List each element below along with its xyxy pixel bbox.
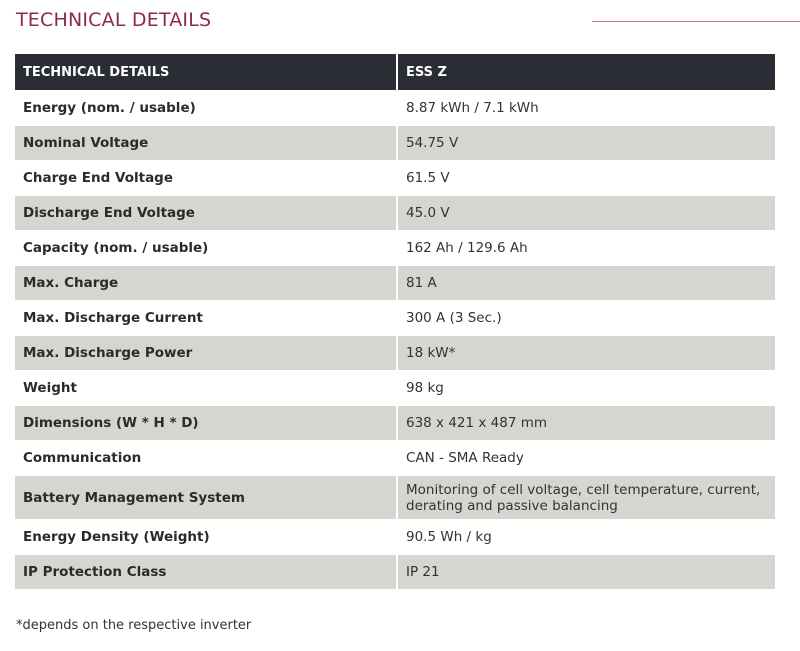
row-value: 81 A: [396, 265, 775, 300]
page-title: TECHNICAL DETAILS: [16, 9, 212, 31]
row-value: 61.5 V: [396, 160, 775, 195]
table-row: Dimensions (W * H * D) 638 x 421 x 487 m…: [15, 405, 775, 440]
row-value: 54.75 V: [396, 125, 775, 160]
row-label: Energy (nom. / usable): [15, 90, 396, 125]
table-row: Max. Discharge Power 18 kW*: [15, 335, 775, 370]
column-header-product: ESS Z: [396, 54, 775, 90]
row-value: 638 x 421 x 487 mm: [396, 405, 775, 440]
row-value: 8.87 kWh / 7.1 kWh: [396, 90, 775, 125]
title-divider: [592, 21, 800, 22]
row-label: Max. Discharge Power: [15, 335, 396, 370]
column-header-technical-details: TECHNICAL DETAILS: [15, 54, 396, 90]
row-label: Nominal Voltage: [15, 125, 396, 160]
table-row: Energy Density (Weight) 90.5 Wh / kg: [15, 519, 775, 554]
table-row: Discharge End Voltage 45.0 V: [15, 195, 775, 230]
row-value: 98 kg: [396, 370, 775, 405]
table-row: Max. Charge 81 A: [15, 265, 775, 300]
table-row: Capacity (nom. / usable) 162 Ah / 129.6 …: [15, 230, 775, 265]
row-label: Weight: [15, 370, 396, 405]
row-label: Energy Density (Weight): [15, 519, 396, 554]
row-label: Battery Management System: [15, 475, 396, 519]
row-label: Communication: [15, 440, 396, 475]
row-label: Discharge End Voltage: [15, 195, 396, 230]
table-header-row: TECHNICAL DETAILS ESS Z: [15, 54, 775, 90]
row-value: 45.0 V: [396, 195, 775, 230]
row-value: 18 kW*: [396, 335, 775, 370]
table-row: Charge End Voltage 61.5 V: [15, 160, 775, 195]
row-label: Dimensions (W * H * D): [15, 405, 396, 440]
table-row: Communication CAN - SMA Ready: [15, 440, 775, 475]
row-label: Max. Discharge Current: [15, 300, 396, 335]
table-row: Energy (nom. / usable) 8.87 kWh / 7.1 kW…: [15, 90, 775, 125]
row-value: IP 21: [396, 554, 775, 589]
technical-details-table: TECHNICAL DETAILS ESS Z Energy (nom. / u…: [15, 54, 775, 589]
table-row: Weight 98 kg: [15, 370, 775, 405]
table-row: Max. Discharge Current 300 A (3 Sec.): [15, 300, 775, 335]
table-row: Battery Management System Monitoring of …: [15, 475, 775, 519]
footnote: *depends on the respective inverter: [16, 618, 252, 633]
row-label: Max. Charge: [15, 265, 396, 300]
table-row: IP Protection Class IP 21: [15, 554, 775, 589]
row-value: 162 Ah / 129.6 Ah: [396, 230, 775, 265]
row-label: Capacity (nom. / usable): [15, 230, 396, 265]
table-row: Nominal Voltage 54.75 V: [15, 125, 775, 160]
row-value: CAN - SMA Ready: [396, 440, 775, 475]
row-value: Monitoring of cell voltage, cell tempera…: [396, 475, 775, 519]
row-label: IP Protection Class: [15, 554, 396, 589]
row-value: 90.5 Wh / kg: [396, 519, 775, 554]
row-value: 300 A (3 Sec.): [396, 300, 775, 335]
row-label: Charge End Voltage: [15, 160, 396, 195]
